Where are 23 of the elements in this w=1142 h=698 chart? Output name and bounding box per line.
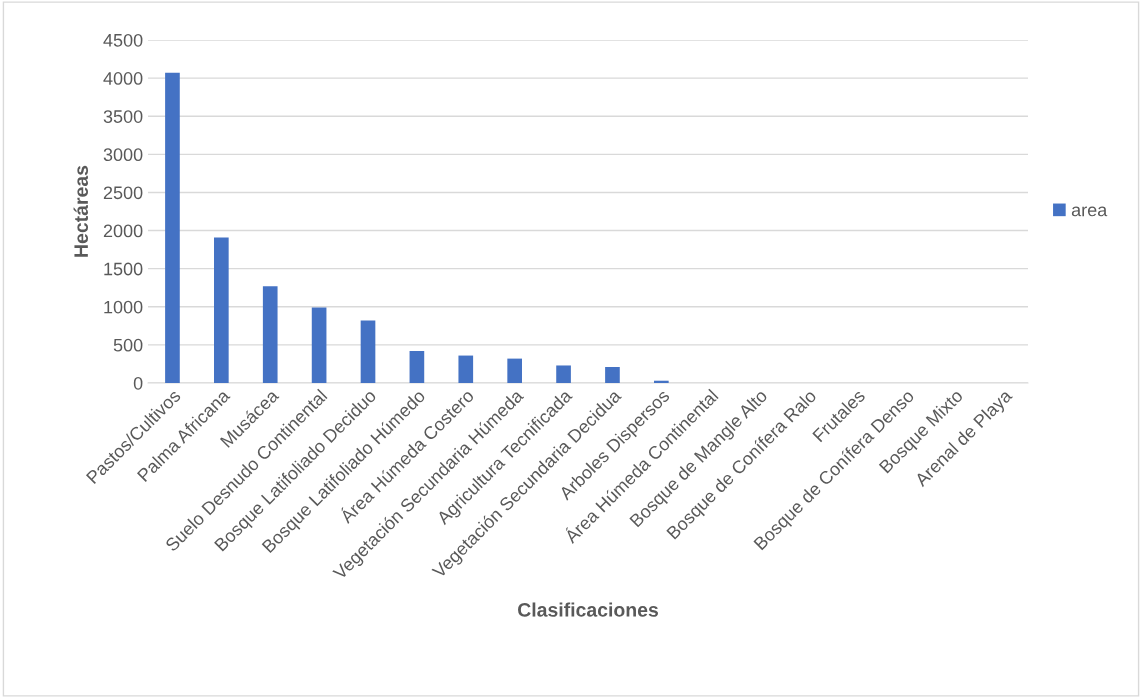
- legend-label: area: [1071, 206, 1108, 217]
- x-axis-title: Clasificaciones: [518, 602, 658, 617]
- bar: [507, 358, 522, 383]
- bar: [360, 320, 376, 383]
- y-tick-label: 1500: [104, 262, 143, 276]
- bar: [409, 350, 425, 383]
- bar: [556, 365, 571, 383]
- bar: [605, 366, 620, 383]
- bar: [165, 72, 180, 383]
- y-tick-label: 4500: [103, 33, 143, 47]
- y-tick-label: 3000: [103, 148, 143, 162]
- y-axis-title: Hectáreas: [73, 165, 89, 257]
- y-tick-label: 0: [133, 376, 143, 390]
- bar: [458, 355, 474, 383]
- bar: [311, 307, 327, 383]
- bar: [214, 237, 229, 383]
- y-tick-label: 2000: [103, 224, 143, 238]
- y-tick-label: 500: [113, 338, 143, 352]
- bar: [262, 286, 278, 383]
- y-tick-label: 3500: [103, 110, 143, 123]
- y-tick-label: 2500: [103, 186, 143, 200]
- y-tick-label: 1000: [104, 300, 143, 314]
- y-tick-label: 4000: [103, 72, 143, 85]
